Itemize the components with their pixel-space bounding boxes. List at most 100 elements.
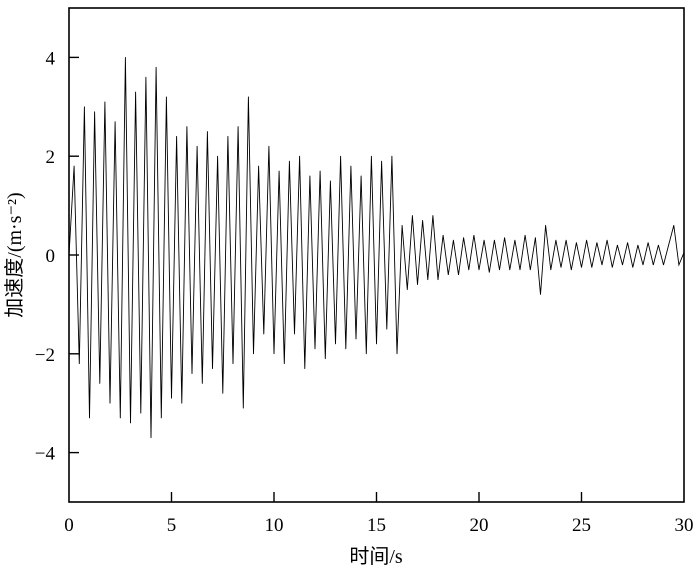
data-point (622, 264, 623, 266)
data-point (560, 266, 562, 268)
data-point (652, 264, 654, 266)
data-point (442, 234, 444, 236)
data-point (258, 165, 260, 167)
data-point (555, 239, 557, 241)
data-point (396, 353, 398, 355)
data-point (570, 269, 572, 271)
data-point (534, 237, 536, 239)
data-point (550, 269, 552, 271)
data-point (83, 106, 85, 108)
data-point (160, 417, 162, 419)
data-point (483, 239, 485, 241)
data-point (437, 279, 439, 281)
data-point (278, 170, 280, 172)
plot-frame (68, 7, 685, 503)
data-point (247, 96, 249, 98)
data-point (73, 165, 75, 167)
data-point (627, 242, 629, 244)
data-point (524, 234, 526, 236)
data-point (488, 271, 490, 273)
data-point (273, 353, 275, 355)
data-point (288, 160, 290, 162)
data-point (493, 239, 495, 241)
y-tick-label: 2 (46, 147, 56, 168)
data-point (309, 175, 311, 177)
y-tick-label: −2 (35, 345, 55, 366)
data-point (422, 220, 424, 221)
data-point (191, 373, 193, 374)
data-point (458, 274, 459, 276)
data-point (452, 239, 454, 241)
data-point (473, 234, 475, 236)
data-point (673, 224, 675, 226)
data-point (606, 239, 608, 241)
data-point (201, 383, 203, 384)
data-point (386, 328, 388, 330)
data-point (376, 343, 377, 345)
x-tick-label: 5 (167, 515, 177, 536)
y-tick-label: −4 (35, 444, 56, 465)
data-point (642, 264, 644, 266)
data-point (186, 126, 188, 127)
data-point (299, 155, 301, 157)
data-point (350, 165, 352, 167)
data-point (678, 264, 680, 266)
data-point (355, 338, 357, 340)
x-tick-label: 25 (572, 515, 591, 536)
data-point (663, 264, 664, 266)
data-point (632, 266, 634, 268)
data-point (668, 244, 670, 246)
data-point (140, 412, 142, 414)
data-point (294, 333, 295, 335)
data-point (575, 242, 577, 244)
data-point (519, 269, 521, 271)
data-point (411, 215, 413, 216)
data-point (616, 244, 618, 246)
data-point (370, 155, 372, 157)
data-point (447, 274, 449, 276)
y-tick-label: 4 (46, 48, 56, 69)
data-point (94, 111, 96, 113)
data-point (591, 266, 593, 268)
y-axis-label: 加速度/(m·s⁻²) (3, 192, 26, 317)
data-point (104, 101, 106, 103)
data-point (427, 279, 429, 281)
data-point (242, 407, 244, 409)
x-tick-label: 30 (675, 515, 694, 536)
data-point (381, 160, 383, 162)
data-point (119, 417, 121, 419)
data-point (345, 348, 347, 350)
data-point (283, 363, 285, 365)
data-point (237, 126, 239, 127)
data-point (545, 224, 547, 226)
data-point (499, 269, 500, 271)
data-point (135, 91, 137, 93)
data-point (340, 155, 342, 157)
data-point (406, 289, 408, 290)
x-tick-label: 15 (367, 515, 386, 536)
data-point (232, 363, 234, 365)
data-point (365, 353, 367, 355)
y-axis: −4 −2 0 2 4 (35, 48, 79, 465)
plot-area (68, 57, 685, 439)
data-point (314, 348, 316, 350)
data-point (304, 368, 306, 370)
data-point (581, 266, 582, 268)
x-axis-label: 时间/s (349, 545, 403, 568)
data-point (611, 266, 613, 268)
data-point (529, 269, 531, 271)
data-point (478, 269, 480, 271)
data-point (212, 368, 213, 370)
x-tick-label: 20 (470, 515, 489, 536)
data-point (165, 96, 167, 98)
data-point (227, 136, 229, 137)
data-point (391, 155, 393, 157)
data-point (360, 175, 362, 177)
data-point (206, 131, 208, 132)
data-point (417, 284, 418, 286)
data-point (647, 242, 649, 244)
x-tick-label: 10 (265, 515, 284, 536)
data-point (124, 57, 126, 58)
data-point (263, 333, 265, 335)
data-point (150, 437, 152, 439)
